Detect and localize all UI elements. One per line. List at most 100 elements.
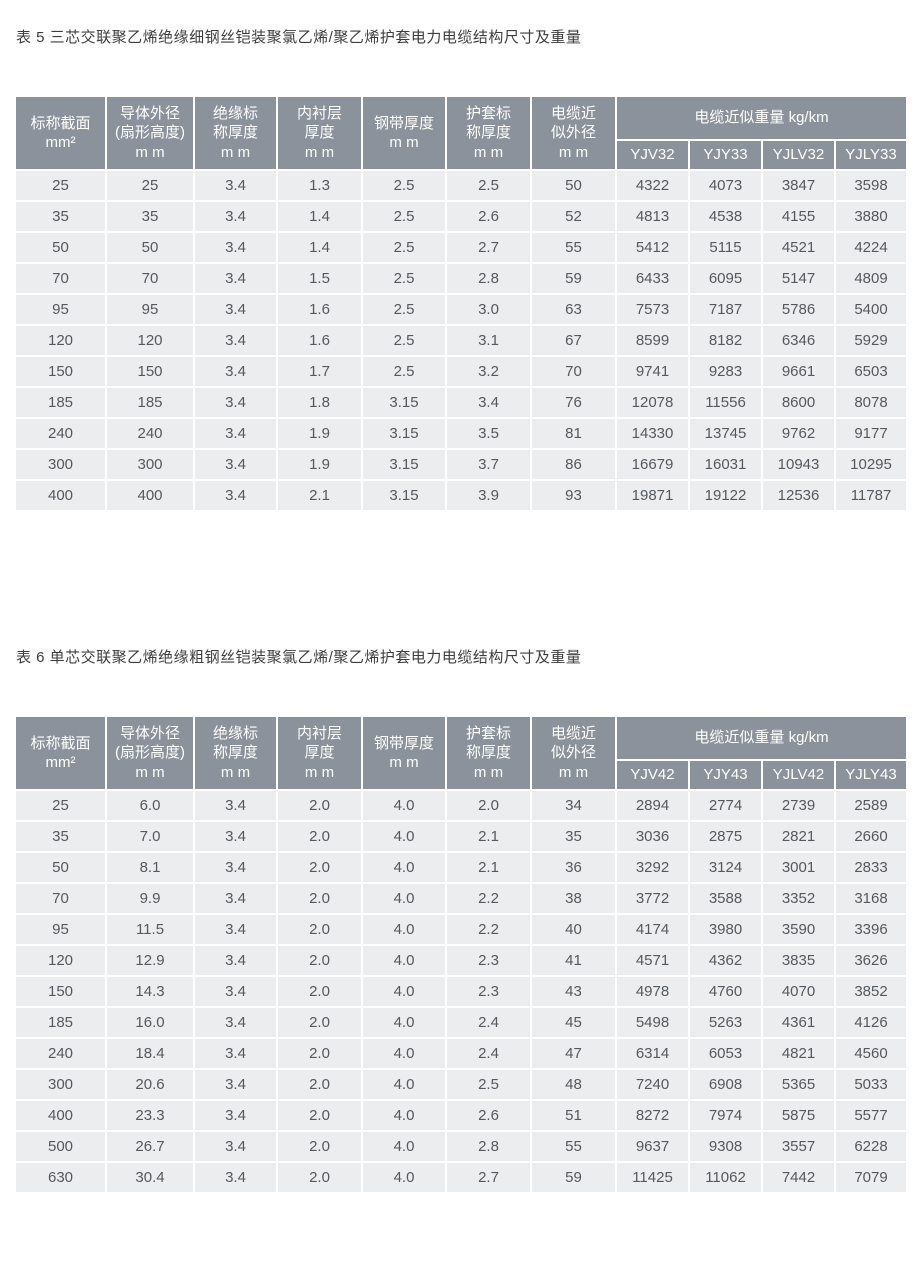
cell: 3.4	[193, 820, 278, 853]
cell: 3.4	[193, 1130, 278, 1163]
cell: 3124	[688, 851, 763, 884]
cell: 2.6	[445, 1099, 532, 1132]
model-header: YJY33	[688, 139, 763, 171]
cell: 8078	[834, 386, 908, 419]
cell: 95	[14, 913, 107, 946]
cell: 25	[14, 169, 107, 202]
cell: 4560	[834, 1037, 908, 1070]
cell: 70	[14, 882, 107, 915]
cell: 3835	[761, 944, 836, 977]
cell: 2.5	[361, 293, 447, 326]
cell: 19122	[688, 479, 763, 512]
cell: 4.0	[361, 913, 447, 946]
cell: 16.0	[105, 1006, 195, 1039]
cell: 2774	[688, 789, 763, 822]
table-title: 表 5 三芯交联聚乙烯绝缘细钢丝铠装聚氯乙烯/聚乙烯护套电力电缆结构尺寸及重量	[16, 29, 582, 46]
column-header: 绝缘标 称厚度 m m	[193, 715, 278, 791]
cell: 3.4	[193, 1068, 278, 1101]
table-row: 35 35 3.4 1.4 2.5 2.6 52 4813 4538 4155 3880	[14, 200, 908, 233]
cell: 18.4	[105, 1037, 195, 1070]
cell: 2.3	[445, 975, 532, 1008]
cell: 4521	[761, 231, 836, 264]
cell: 3.4	[193, 324, 278, 357]
cell: 240	[105, 417, 195, 450]
cell: 3.4	[193, 262, 278, 295]
cell: 2.5	[445, 169, 532, 202]
cell: 300	[105, 448, 195, 481]
cell: 48	[530, 1068, 617, 1101]
cell: 4.0	[361, 1161, 447, 1194]
cell: 8600	[761, 386, 836, 419]
model-header: YJY43	[688, 759, 763, 791]
cell: 86	[530, 448, 617, 481]
column-header: 标称截面 mm²	[14, 95, 107, 171]
cell: 5400	[834, 293, 908, 326]
table-row: 150 150 3.4 1.7 2.5 3.2 70 9741 9283 9661 6503	[14, 355, 908, 388]
cell: 185	[14, 386, 107, 419]
cell: 3.9	[445, 479, 532, 512]
cell: 7079	[834, 1161, 908, 1194]
cell: 8272	[615, 1099, 690, 1132]
cell: 300	[14, 448, 107, 481]
cell: 3.4	[193, 913, 278, 946]
cable-spec-table: 标称截面 mm² 导体外径 (扇形高度) m m 绝缘标 称厚度 m m 内衬层 厚度…	[14, 715, 908, 1194]
table-row: 400 400 3.4 2.1 3.15 3.9 93 19871 19122 12536 1178…	[14, 479, 908, 512]
cell: 2875	[688, 820, 763, 853]
cell: 4.0	[361, 1006, 447, 1039]
cell: 3847	[761, 169, 836, 202]
cell: 2.5	[361, 355, 447, 388]
cell: 30.4	[105, 1161, 195, 1194]
cell: 14.3	[105, 975, 195, 1008]
cell: 2.8	[445, 262, 532, 295]
cell: 3.2	[445, 355, 532, 388]
cell: 3.4	[193, 200, 278, 233]
cell: 50	[14, 851, 107, 884]
cell: 4538	[688, 200, 763, 233]
cell: 2739	[761, 789, 836, 822]
cell: 2.0	[276, 1161, 363, 1194]
cell: 5875	[761, 1099, 836, 1132]
cell: 4.0	[361, 944, 447, 977]
cell: 67	[530, 324, 617, 357]
cell: 3880	[834, 200, 908, 233]
cell: 4224	[834, 231, 908, 264]
cell: 5929	[834, 324, 908, 357]
cell: 9308	[688, 1130, 763, 1163]
table-title: 表 6 单芯交联聚乙烯绝缘粗钢丝铠装聚氯乙烯/聚乙烯护套电力电缆结构尺寸及重量	[16, 649, 582, 666]
cell: 3.4	[193, 1006, 278, 1039]
table-row: 240 240 3.4 1.9 3.15 3.5 81 14330 13745 9762 9177	[14, 417, 908, 450]
cell: 2.0	[276, 851, 363, 884]
cell: 4.0	[361, 1130, 447, 1163]
cell: 38	[530, 882, 617, 915]
cell: 400	[14, 1099, 107, 1132]
cell: 2.5	[445, 1068, 532, 1101]
table-row: 35 7.0 3.4 2.0 4.0 2.1 35 3036 2875 2821 2660	[14, 820, 908, 853]
table-body: 25 25 3.4 1.3 2.5 2.5 50 4322 4073 3847 3598 35 35 3.…	[14, 169, 908, 512]
cell: 6314	[615, 1037, 690, 1070]
cell: 3.4	[193, 355, 278, 388]
cell: 2.4	[445, 1006, 532, 1039]
cell: 10943	[761, 448, 836, 481]
cell: 95	[14, 293, 107, 326]
cell: 4978	[615, 975, 690, 1008]
cell: 2.5	[361, 231, 447, 264]
cell: 630	[14, 1161, 107, 1194]
cell: 3.1	[445, 324, 532, 357]
cell: 2.8	[445, 1130, 532, 1163]
cell: 4.0	[361, 1099, 447, 1132]
cell: 4070	[761, 975, 836, 1008]
cell: 10295	[834, 448, 908, 481]
cell: 1.4	[276, 231, 363, 264]
cell: 3772	[615, 882, 690, 915]
cell: 6346	[761, 324, 836, 357]
cell: 11787	[834, 479, 908, 512]
cell: 9762	[761, 417, 836, 450]
column-header: 钢带厚度 m m	[361, 95, 447, 171]
table-row: 300 20.6 3.4 2.0 4.0 2.5 48 7240 6908 5365 5033	[14, 1068, 908, 1101]
column-header: 导体外径 (扇形高度) m m	[105, 715, 195, 791]
cell: 3598	[834, 169, 908, 202]
cell: 3.15	[361, 448, 447, 481]
cable-spec-table: 标称截面 mm² 导体外径 (扇形高度) m m 绝缘标 称厚度 m m 内衬层 厚度…	[14, 95, 908, 512]
cell: 3.4	[193, 944, 278, 977]
weight-group-header: 电缆近似重量 kg/km	[615, 715, 908, 761]
